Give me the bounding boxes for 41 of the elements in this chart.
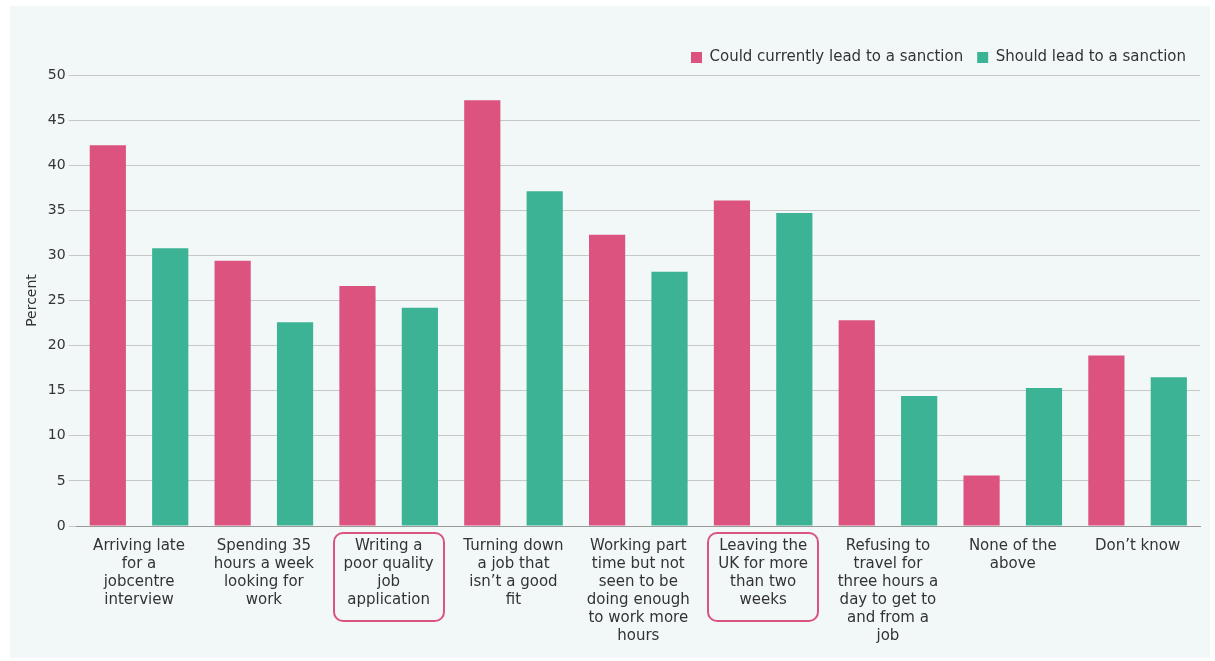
x-tick-label: Writing a poor quality job application xyxy=(343,535,434,608)
bar xyxy=(838,320,875,526)
bar xyxy=(776,213,813,526)
x-tick-label: Refusing to travel for three hours a day to get to and from a job xyxy=(837,535,939,644)
bar xyxy=(963,475,1000,526)
bar xyxy=(339,286,376,526)
y-tick-label: 35 xyxy=(47,200,66,217)
bar xyxy=(89,145,126,526)
bar xyxy=(1025,387,1063,526)
x-tick-label: Leaving the UK for more than two weeks xyxy=(718,535,809,608)
y-tick-label: 20 xyxy=(47,336,66,353)
y-tick-label: 25 xyxy=(47,291,66,308)
y-tick-label: 0 xyxy=(56,516,66,533)
y-tick-label: 45 xyxy=(47,110,66,127)
y-tick-label: 40 xyxy=(47,155,66,172)
bar xyxy=(464,100,501,526)
bar xyxy=(401,307,438,526)
bar xyxy=(589,234,626,526)
y-tick-label: 30 xyxy=(47,246,66,263)
bar xyxy=(713,200,751,526)
x-tick-label: Turning down a job that isn’t a good fit xyxy=(462,535,564,608)
bar xyxy=(901,396,938,526)
legend-label: Could currently lead to a sanction xyxy=(709,47,964,66)
legend-label: Should lead to a sanction xyxy=(995,47,1186,66)
y-tick-label: 50 xyxy=(47,65,66,82)
y-tick-label: 15 xyxy=(47,381,66,398)
x-tick-label: Spending 35 hours a week looking for work xyxy=(213,535,315,608)
x-tick-label: Don’t know xyxy=(1094,535,1181,554)
y-tick-label: 5 xyxy=(56,471,66,488)
y-tick-label: 10 xyxy=(47,426,66,443)
x-tick-label: Working part time but not seen to be doing enough to work more hours xyxy=(586,535,690,644)
x-tick-label: None of the above xyxy=(968,535,1057,572)
bar xyxy=(1150,377,1187,526)
bar xyxy=(214,260,251,526)
y-axis-title: Percent xyxy=(23,273,40,327)
x-tick-label: Arriving late for a jobcentre interview xyxy=(93,535,185,608)
bar xyxy=(152,248,189,526)
bar xyxy=(526,191,563,526)
bar xyxy=(276,322,314,526)
bar xyxy=(1088,355,1125,526)
bar xyxy=(651,271,688,526)
